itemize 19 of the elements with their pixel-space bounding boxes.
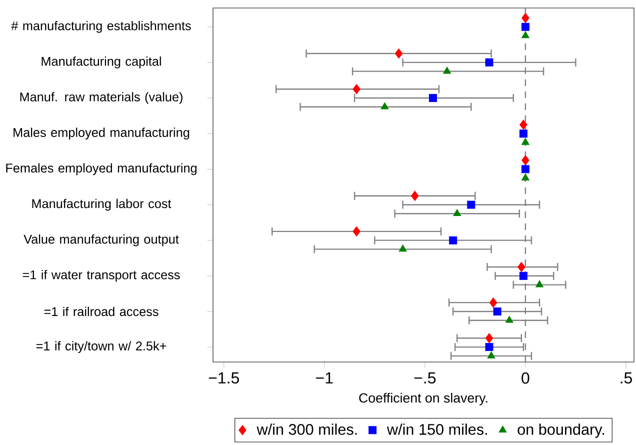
legend-label: on boundary.	[518, 424, 604, 438]
x-tick-label: −1.5	[208, 372, 239, 384]
x-tick-label: .5	[620, 372, 632, 384]
y-tick-label: =1 if railroad access	[44, 306, 158, 316]
y-tick-label: Manuf. raw materials (value)	[20, 92, 182, 104]
x-tick-label: −.5	[414, 372, 436, 384]
y-tick-label: # manufacturing establishments	[11, 20, 191, 33]
y-tick-label: Females employed manufacturing	[6, 163, 197, 176]
y-tick-label: =1 if city/town w/ 2.5k+	[36, 341, 166, 353]
y-tick-label: Manufacturing capital	[42, 56, 161, 68]
y-tick-label: Value manufacturing output	[24, 234, 179, 246]
y-tick-label: =1 if water transport access	[22, 270, 180, 282]
x-axis-title: Coefficient on slavery.	[359, 392, 488, 406]
x-tick-label: −1	[316, 372, 333, 384]
legend-label: w/in 300 miles.	[256, 424, 357, 435]
y-tick-label: Manufacturing labor cost	[32, 198, 172, 211]
legend-label: w/in 150 miles.	[386, 424, 487, 435]
y-tick-label: Males employed manufacturing	[14, 128, 190, 140]
x-tick-label: 0	[522, 372, 530, 384]
